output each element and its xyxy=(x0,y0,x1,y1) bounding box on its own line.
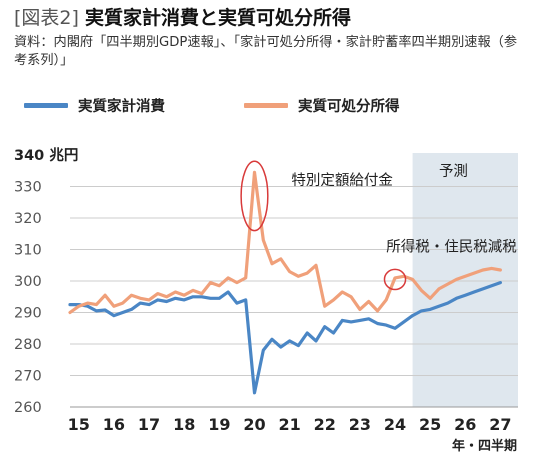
y-tick-label: 290 xyxy=(14,306,42,322)
x-tick-label: 22 xyxy=(314,415,336,434)
series-line-income xyxy=(68,170,502,315)
y-tick-label: 310 xyxy=(14,243,42,259)
figure-tag: [図表2] xyxy=(14,7,79,29)
chart-title: 実質家計消費と実質可処分所得 xyxy=(84,7,351,29)
legend-swatch-consumption xyxy=(24,102,68,108)
x-tick-label: 20 xyxy=(243,415,265,434)
legend-label-income: 実質可処分所得 xyxy=(298,99,400,115)
y-tick-label: 320 xyxy=(14,211,42,227)
x-tick-label: 15 xyxy=(68,415,90,434)
annotation-tax-cut: 所得税・住民税減税 xyxy=(386,238,517,255)
x-tick-label: 23 xyxy=(349,415,371,434)
x-tick-label: 17 xyxy=(138,415,160,434)
y-tick-label: 280 xyxy=(14,337,42,353)
chart-title-line: [図表2] 実質家計消費と実質可処分所得 xyxy=(14,6,351,30)
legend-swatch-income xyxy=(244,102,288,108)
y-tick-label: 270 xyxy=(14,369,42,385)
x-tick-label: 16 xyxy=(103,415,125,434)
x-tick-label: 26 xyxy=(454,415,476,434)
forecast-label: 予測 xyxy=(439,163,468,180)
legend-item-consumption: 実質家計消費 xyxy=(24,95,165,116)
x-tick-label: 21 xyxy=(278,415,300,434)
x-tick-label: 24 xyxy=(384,415,406,434)
x-axis-label: 年・四半期 xyxy=(452,438,517,454)
y-tick-label: 260 xyxy=(14,400,42,416)
source-note: 資料：内閣府「四半期別GDP速報」、「家計可処分所得・家計貯蓄率四半期別速報（参… xyxy=(14,35,518,68)
highlight-circle-benefit xyxy=(240,160,269,232)
x-tick-label: 18 xyxy=(173,415,195,434)
series-line-consumption xyxy=(68,281,502,395)
y-tick-label: 340 兆円 xyxy=(14,147,78,164)
x-tick-label: 27 xyxy=(489,415,511,434)
highlight-circle-taxcut xyxy=(383,268,407,291)
x-tick-label: 19 xyxy=(208,415,230,434)
annotation-special-benefit: 特別定額給付金 xyxy=(291,172,393,189)
y-tick-label: 300 xyxy=(14,274,42,290)
x-tick-label: 25 xyxy=(419,415,441,434)
y-tick-label: 330 xyxy=(14,180,42,196)
legend-item-income: 実質可処分所得 xyxy=(244,95,400,116)
forecast-band xyxy=(412,153,518,407)
legend-label-consumption: 実質家計消費 xyxy=(78,99,165,115)
